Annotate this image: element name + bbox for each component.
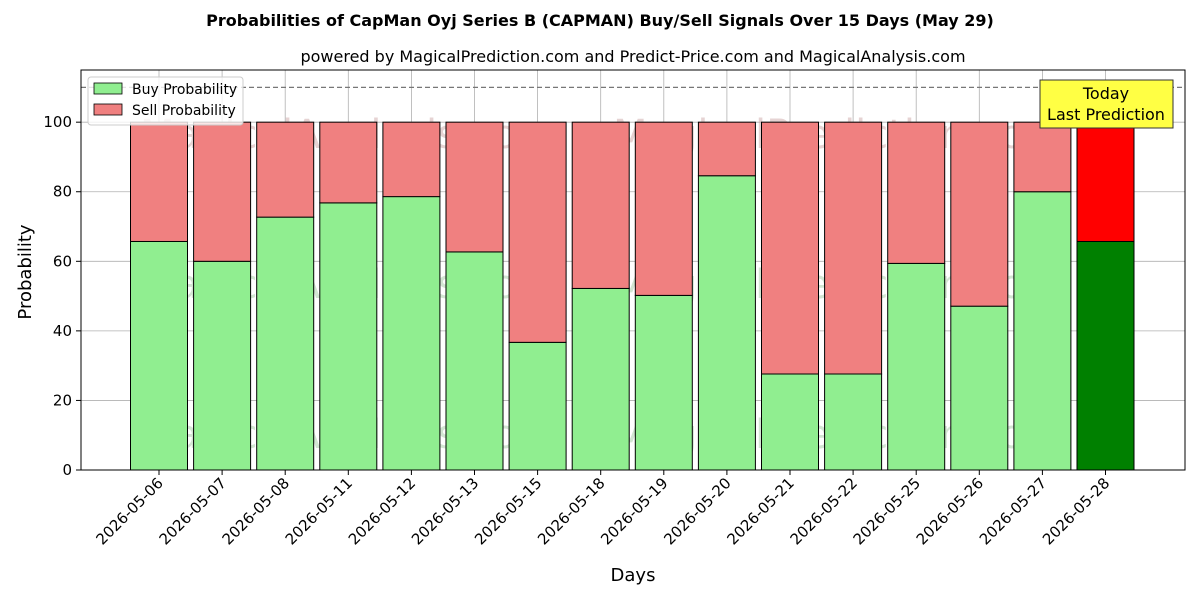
today-annotation: Today Last Prediction <box>1039 79 1174 129</box>
y-axis-label: Probability <box>15 224 36 319</box>
x-tick-label: 2026-05-15 <box>471 474 545 548</box>
bars <box>130 121 1135 471</box>
x-tick-label: 2026-05-18 <box>534 474 608 548</box>
bar-sell <box>193 121 252 262</box>
bar-sell <box>256 121 315 218</box>
chart-title: Probabilities of CapMan Oyj Series B (CA… <box>206 11 994 30</box>
y-tick-label: 60 <box>53 252 72 270</box>
bar-sell <box>634 121 693 296</box>
bar-buy <box>571 287 630 471</box>
y-tick-label: 20 <box>53 391 72 409</box>
bar-buy <box>445 251 504 471</box>
y-tick-label: 80 <box>53 183 72 201</box>
bar-buy <box>824 373 883 471</box>
x-tick-label: 2026-05-19 <box>597 474 671 548</box>
x-tick-label: 2026-05-22 <box>787 474 861 548</box>
x-tick-label: 2026-05-07 <box>156 474 230 548</box>
y-tick-label: 40 <box>53 322 72 340</box>
bar-sell <box>571 121 630 289</box>
bar-buy <box>950 305 1009 471</box>
legend: Buy Probability Sell Probability <box>87 76 244 126</box>
x-axis-ticks: 2026-05-062026-05-072026-05-082026-05-11… <box>92 470 1113 548</box>
legend-label-buy: Buy Probability <box>132 82 237 98</box>
bar-sell <box>1076 121 1135 242</box>
bar-buy <box>508 341 567 471</box>
bar-sell <box>445 121 504 253</box>
bar-sell <box>1013 121 1072 193</box>
x-tick-label: 2026-05-06 <box>92 474 166 548</box>
y-axis-ticks: 0 20 40 60 80 100 <box>43 113 81 479</box>
x-tick-label: 2026-05-11 <box>282 474 356 548</box>
legend-swatch-sell <box>93 103 123 116</box>
bar-buy <box>382 196 441 471</box>
bar-sell <box>508 121 567 343</box>
annotation-box <box>1039 79 1174 129</box>
x-tick-label: 2026-05-26 <box>913 474 987 548</box>
bar-buy <box>1013 191 1072 471</box>
bar-buy <box>130 240 188 471</box>
bar-buy <box>319 202 378 471</box>
bar-buy <box>256 216 315 471</box>
bar-sell <box>319 121 378 204</box>
bar-sell <box>824 121 883 375</box>
y-tick-label: 0 <box>62 461 72 479</box>
bar-buy <box>193 260 252 471</box>
x-tick-label: 2026-05-08 <box>219 474 293 548</box>
x-axis-label: Days <box>611 565 656 586</box>
bar-buy <box>761 373 819 471</box>
x-tick-label: 2026-05-27 <box>976 474 1050 548</box>
x-tick-label: 2026-05-28 <box>1039 474 1113 548</box>
x-tick-label: 2026-05-25 <box>850 474 924 548</box>
legend-frame <box>87 76 244 126</box>
bar-sell <box>887 121 946 264</box>
chart-subtitle: powered by MagicalPrediction.com and Pre… <box>300 47 965 66</box>
bar-buy <box>634 294 693 471</box>
x-tick-label: 2026-05-21 <box>723 474 797 548</box>
x-tick-label: 2026-05-12 <box>345 474 419 548</box>
plot-frame <box>80 69 1186 471</box>
annotation-line-1: Today <box>1082 84 1129 103</box>
bar-buy <box>887 262 946 471</box>
bar-sell <box>950 121 1009 307</box>
x-tick-label: 2026-05-13 <box>408 474 482 548</box>
bar-buy <box>697 175 756 471</box>
y-tick-label: 100 <box>43 113 72 131</box>
x-tick-label: 2026-05-20 <box>660 474 734 548</box>
annotation-line-2: Last Prediction <box>1047 105 1165 124</box>
bar-sell <box>382 121 441 198</box>
bar-buy <box>1076 240 1135 471</box>
bar-sell <box>130 121 188 242</box>
bar-sell <box>761 121 819 375</box>
legend-swatch-buy <box>93 82 123 95</box>
legend-label-sell: Sell Probability <box>132 103 236 119</box>
bar-sell <box>697 121 756 177</box>
